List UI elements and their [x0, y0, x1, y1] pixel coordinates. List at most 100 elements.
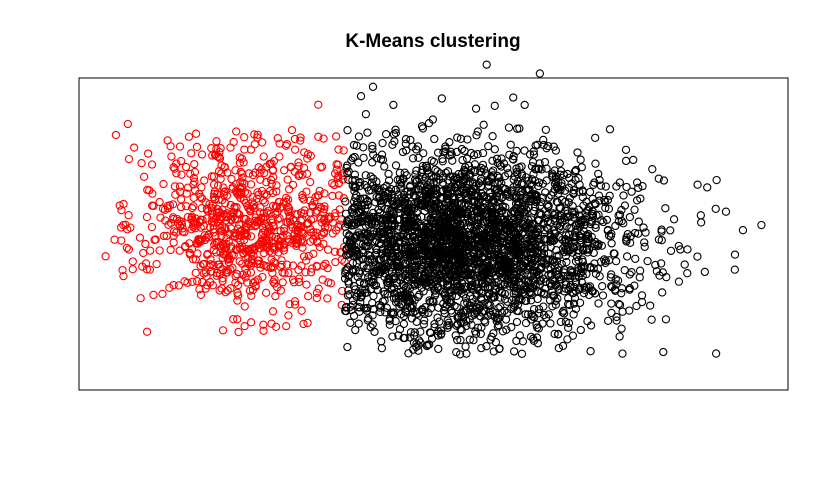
- data-point-cluster-1: [197, 183, 206, 192]
- data-point-cluster-1: [196, 290, 206, 299]
- data-point-cluster-1: [303, 318, 312, 328]
- data-point-cluster-2: [527, 180, 536, 190]
- data-point-cluster-2: [659, 176, 669, 185]
- data-point-cluster-2: [599, 217, 608, 227]
- data-point-cluster-1: [306, 224, 315, 234]
- data-point-cluster-2: [395, 168, 404, 177]
- data-point-cluster-2: [530, 313, 539, 322]
- data-point-cluster-2: [426, 204, 435, 213]
- data-point-cluster-2: [509, 267, 518, 276]
- data-point-cluster-2: [348, 153, 358, 163]
- data-point-cluster-1: [273, 207, 282, 216]
- data-point-cluster-2: [515, 273, 524, 283]
- data-point-cluster-1: [251, 242, 260, 251]
- data-point-cluster-1: [287, 220, 296, 229]
- data-point-cluster-1: [163, 136, 172, 145]
- data-point-cluster-1: [172, 214, 182, 224]
- data-point-cluster-2: [488, 227, 497, 237]
- data-point-cluster-2: [361, 110, 371, 119]
- data-point-cluster-1: [282, 321, 291, 331]
- data-point-cluster-2: [469, 150, 479, 160]
- data-point-cluster-1: [298, 193, 307, 202]
- data-point-cluster-1: [285, 300, 294, 309]
- data-point-cluster-2: [465, 335, 475, 344]
- data-point-cluster-2: [341, 197, 350, 206]
- data-point-cluster-2: [505, 150, 514, 159]
- data-point-cluster-2: [634, 229, 643, 238]
- data-point-cluster-1: [183, 212, 193, 222]
- data-point-cluster-2: [711, 204, 720, 214]
- data-point-cluster-2: [489, 347, 498, 356]
- data-point-cluster-2: [404, 349, 413, 358]
- data-point-cluster-1: [290, 300, 300, 309]
- data-point-cluster-2: [427, 217, 436, 227]
- data-point-cluster-2: [427, 172, 436, 181]
- data-point-cluster-2: [596, 181, 606, 190]
- data-point-cluster-1: [110, 235, 119, 244]
- data-point-cluster-2: [510, 301, 519, 311]
- data-point-cluster-2: [376, 239, 386, 248]
- data-point-cluster-2: [605, 191, 614, 200]
- data-point-cluster-1: [218, 244, 227, 254]
- data-point-cluster-2: [497, 288, 507, 298]
- data-point-cluster-1: [166, 245, 175, 255]
- data-point-cluster-2: [382, 303, 391, 312]
- data-point-cluster-1: [169, 238, 178, 247]
- data-point-cluster-2: [419, 230, 428, 239]
- data-point-cluster-2: [351, 325, 360, 335]
- data-point-cluster-2: [494, 188, 503, 197]
- data-point-cluster-2: [484, 141, 493, 151]
- data-point-cluster-1: [216, 226, 226, 235]
- data-point-cluster-2: [346, 318, 355, 327]
- data-point-cluster-2: [470, 256, 479, 266]
- data-point-cluster-1: [314, 132, 323, 141]
- data-point-cluster-1: [257, 165, 266, 174]
- data-point-cluster-2: [493, 314, 503, 323]
- data-point-cluster-2: [425, 252, 434, 261]
- data-point-cluster-2: [476, 182, 486, 191]
- data-point-cluster-2: [403, 187, 412, 196]
- data-point-cluster-2: [445, 151, 454, 160]
- data-point-cluster-1: [281, 193, 291, 202]
- data-point-cluster-2: [539, 302, 548, 311]
- data-point-cluster-1: [279, 198, 288, 207]
- data-point-cluster-2: [354, 132, 364, 141]
- data-point-cluster-2: [421, 173, 430, 182]
- data-point-cluster-2: [564, 323, 573, 333]
- data-point-cluster-2: [617, 324, 626, 333]
- data-point-cluster-2: [477, 163, 486, 173]
- data-point-cluster-2: [416, 327, 425, 336]
- data-point-cluster-2: [344, 215, 354, 224]
- data-point-cluster-2: [635, 266, 645, 275]
- data-point-cluster-2: [454, 207, 463, 216]
- data-point-cluster-2: [445, 137, 454, 147]
- data-point-cluster-1: [258, 272, 267, 282]
- data-point-cluster-2: [409, 345, 418, 354]
- data-point-cluster-2: [367, 232, 376, 242]
- data-point-cluster-2: [423, 190, 432, 199]
- data-point-cluster-2: [451, 331, 460, 340]
- data-point-cluster-1: [175, 246, 184, 255]
- data-point-cluster-1: [233, 288, 242, 298]
- data-point-cluster-2: [371, 217, 380, 226]
- data-point-cluster-2: [563, 245, 572, 255]
- data-point-cluster-2: [443, 189, 453, 199]
- data-point-cluster-2: [471, 104, 481, 113]
- data-point-cluster-2: [598, 291, 608, 300]
- data-point-cluster-2: [619, 191, 628, 200]
- data-point-cluster-2: [505, 192, 514, 201]
- data-point-cluster-2: [418, 172, 427, 182]
- data-point-cluster-2: [439, 299, 448, 308]
- data-point-cluster-2: [630, 205, 639, 214]
- data-point-cluster-2: [562, 222, 571, 231]
- data-point-cluster-2: [534, 304, 544, 314]
- data-point-cluster-2: [411, 276, 420, 285]
- data-point-cluster-2: [580, 220, 589, 229]
- data-point-cluster-2: [525, 263, 535, 272]
- data-point-cluster-2: [414, 341, 423, 350]
- data-point-cluster-1: [315, 186, 324, 195]
- data-point-cluster-2: [438, 214, 447, 223]
- data-point-cluster-2: [435, 317, 444, 326]
- data-point-cluster-2: [452, 233, 462, 243]
- data-point-cluster-1: [318, 275, 327, 284]
